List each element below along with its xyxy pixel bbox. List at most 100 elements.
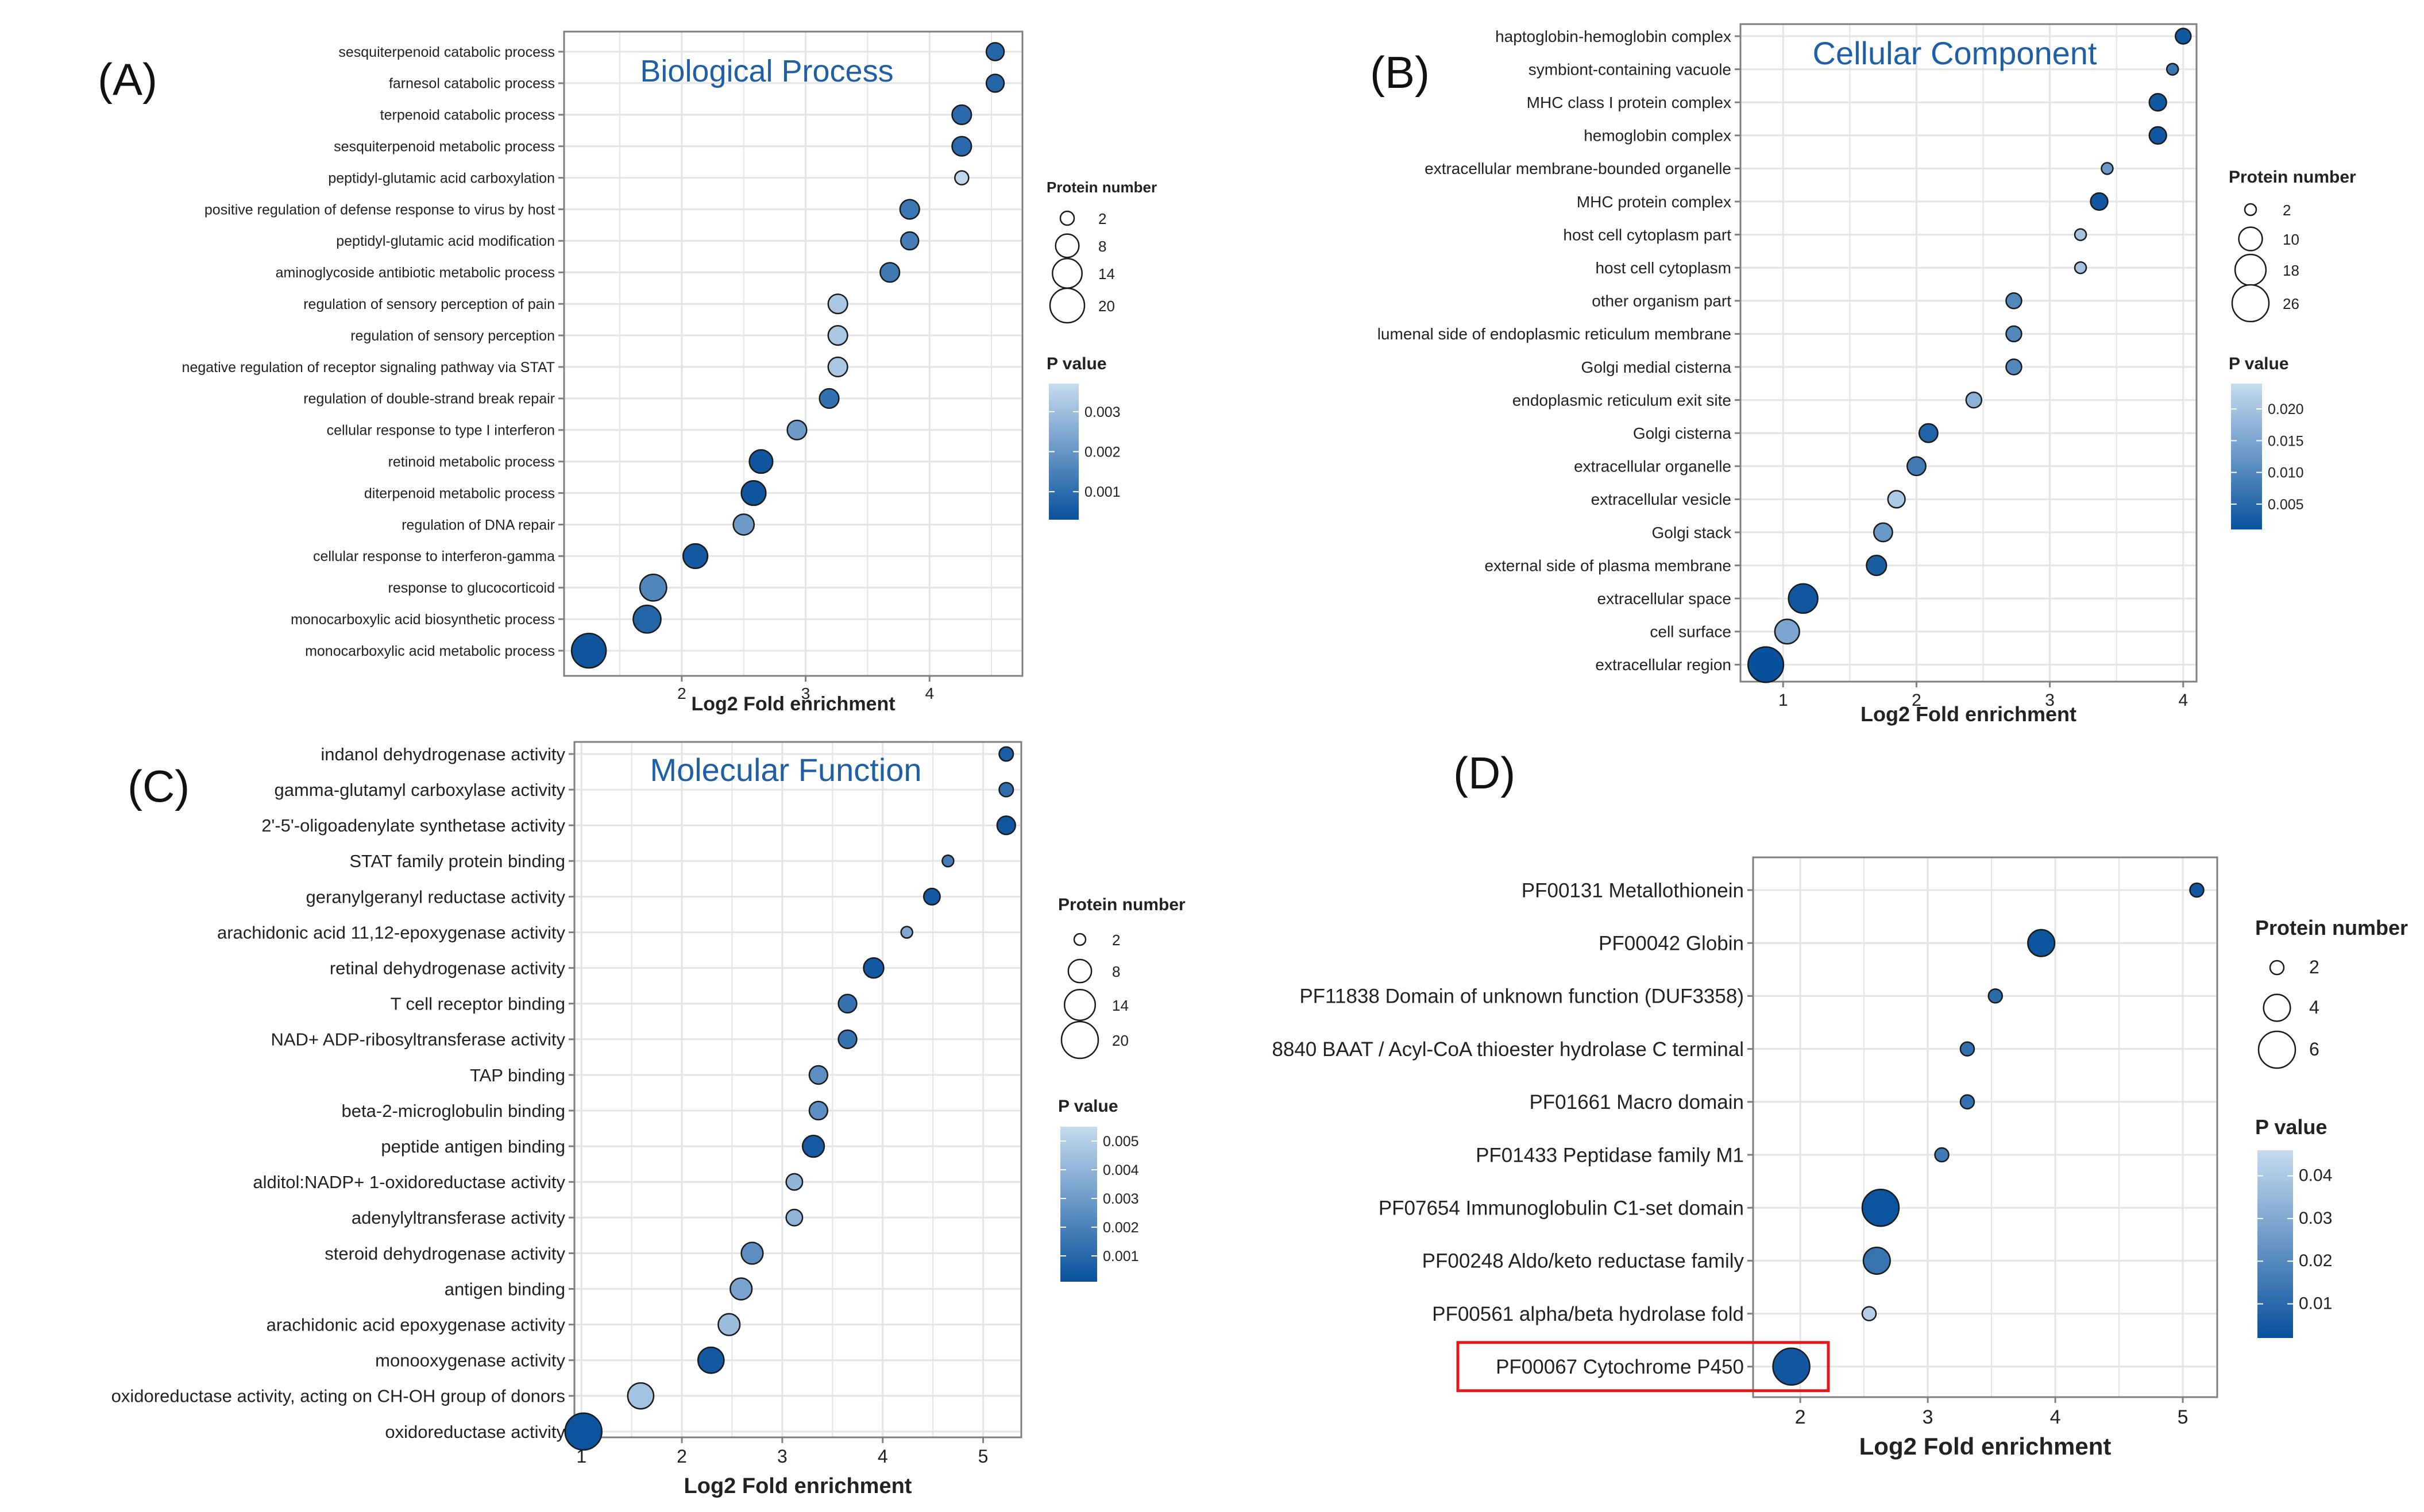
- x-tick-label: 4: [878, 1446, 888, 1467]
- color-bar-label: 0.002: [1084, 444, 1121, 461]
- x-axis-label: Log2 Fold enrichment: [684, 1474, 912, 1498]
- size-legend-label: 8: [1098, 238, 1106, 255]
- y-tick-label: PF11838 Domain of unknown function (DUF3…: [1299, 985, 1744, 1008]
- panel-3: PF00131 Metallothionein PF00042 Globin PF1…: [1272, 748, 2408, 1460]
- data-point: [1866, 554, 1888, 577]
- data-point: [837, 993, 858, 1014]
- data-point: [2148, 126, 2167, 145]
- x-tick-label: 2: [677, 685, 686, 702]
- data-point: [954, 170, 970, 185]
- y-tick-label: external side of plasma membrane: [1484, 556, 1731, 574]
- color-bar-label: 0.04: [2299, 1166, 2332, 1185]
- y-tick-label: PF00248 Aldo/keto reductase family: [1422, 1250, 1744, 1273]
- grid: [1740, 24, 2197, 682]
- data-point: [1918, 423, 1939, 443]
- grid: [564, 32, 1022, 676]
- size-legend-title: Protein number: [2229, 168, 2356, 187]
- size-legend-label: 2: [2283, 202, 2291, 219]
- chart-title: Molecular Function: [650, 752, 921, 788]
- x-axis-label: Log2 Fold enrichment: [691, 693, 895, 715]
- y-tick-label: Golgi cisterna: [1633, 424, 1732, 442]
- data-point: [900, 231, 920, 251]
- size-legend-label: 10: [2283, 231, 2299, 248]
- data-point: [2005, 358, 2022, 376]
- color-legend: P value 0.020 0.015 0.010 0.005: [2229, 354, 2304, 529]
- data-point: [682, 543, 709, 569]
- size-legend-circle: [2231, 284, 2270, 323]
- size-legend-circle: [1064, 989, 1096, 1021]
- y-tick-label: aminoglycoside antibiotic metabolic proc…: [276, 265, 555, 281]
- size-legend-title: Protein number: [1058, 895, 1186, 914]
- color-legend: P value 0.003 0.002 0.001: [1047, 354, 1121, 520]
- plot-area: [564, 32, 1022, 676]
- size-legend-label: 14: [1112, 997, 1129, 1014]
- data-point: [732, 513, 755, 536]
- y-tick-label: other organism part: [1592, 292, 1731, 310]
- size-legend-circle: [1059, 210, 1075, 226]
- x-tick-label: 2: [677, 1446, 687, 1467]
- y-tick-label: oxidoreductase activity, acting on CH-OH…: [111, 1386, 565, 1406]
- data-point: [827, 356, 848, 378]
- panel-label: (D): [1453, 748, 1515, 798]
- size-legend: Protein number 2 10 18 26: [2229, 168, 2356, 323]
- size-legend-circle: [1067, 958, 1093, 984]
- size-legend: Protein number 2 8 14 20: [1058, 895, 1186, 1059]
- size-legend-title: Protein number: [2255, 916, 2408, 939]
- data-point: [863, 957, 885, 979]
- y-tick-label: retinoid metabolic process: [388, 454, 555, 470]
- y-tick-label: monocarboxylic acid metabolic process: [305, 643, 555, 659]
- y-tick-label: extracellular organelle: [1574, 458, 1731, 475]
- y-tick-label: PF00561 alpha/beta hydrolase fold: [1432, 1303, 1744, 1325]
- color-bar-label: 0.005: [2268, 497, 2304, 513]
- y-tick-label: STAT family protein binding: [349, 851, 565, 871]
- color-bar: [2231, 384, 2262, 529]
- y-tick-label: Golgi medial cisterna: [1581, 358, 1732, 376]
- size-legend-circle: [1052, 258, 1083, 289]
- y-tick-label: terpenoid catabolic process: [380, 107, 555, 123]
- color-bar-label: 0.010: [2268, 465, 2304, 481]
- y-tick-label: sesquiterpenoid catabolic process: [338, 44, 555, 60]
- data-point: [837, 1029, 858, 1049]
- size-legend-label: 2: [1112, 931, 1120, 949]
- data-point: [697, 1346, 725, 1374]
- data-point: [1887, 490, 1906, 509]
- color-bar-label: 0.003: [1103, 1191, 1139, 1207]
- data-point: [899, 199, 920, 220]
- size-legend-circle: [1055, 233, 1080, 258]
- data-point: [1906, 456, 1927, 477]
- chart-title: Cellular Component: [1813, 35, 2097, 71]
- panel-label: (C): [128, 761, 190, 811]
- data-point: [1934, 1147, 1950, 1163]
- data-point: [1861, 1306, 1877, 1321]
- y-tick-label: PF00067 Cytochrome P450: [1496, 1356, 1744, 1378]
- data-point: [996, 815, 1016, 836]
- y-tick-label: negative regulation of receptor signalin…: [182, 359, 555, 376]
- grid: [1753, 857, 2217, 1397]
- size-legend-circle: [2269, 960, 2285, 976]
- y-tick-label: PF01661 Macro domain: [1529, 1091, 1744, 1113]
- panel-0: sesquiterpenoid catabolic process farneso…: [98, 30, 1157, 715]
- data-point: [827, 325, 848, 346]
- data-point: [998, 782, 1014, 798]
- data-point: [2005, 325, 2022, 343]
- y-tick-label: host cell cytoplasm part: [1563, 226, 1731, 243]
- x-tick-label: 3: [777, 1446, 788, 1467]
- y-tick-label: 2'-5'-oligoadenylate synthetase activity: [261, 815, 565, 836]
- y-tick-label: beta-2-microglobulin binding: [342, 1101, 565, 1121]
- data-point: [564, 1412, 603, 1451]
- y-tick-label: hemoglobin complex: [1584, 127, 1731, 145]
- data-point: [827, 293, 848, 315]
- data-point: [1965, 391, 1983, 409]
- color-bar-label: 0.020: [2268, 401, 2304, 417]
- data-point: [2175, 28, 2192, 45]
- data-point: [785, 1173, 804, 1191]
- size-legend-circle: [1049, 287, 1086, 324]
- data-point: [1873, 522, 1893, 543]
- y-tick-label: regulation of double-strand break repair: [303, 391, 555, 407]
- y-tick-label: PF00042 Globin: [1599, 932, 1744, 954]
- y-tick-label: adenylyltransferase activity: [352, 1208, 566, 1228]
- plot-area: [574, 742, 1021, 1437]
- size-legend-label: 8: [1112, 963, 1120, 980]
- color-bar-label: 0.01: [2299, 1294, 2332, 1313]
- y-tick-label: cellular response to interferon-gamma: [313, 548, 555, 564]
